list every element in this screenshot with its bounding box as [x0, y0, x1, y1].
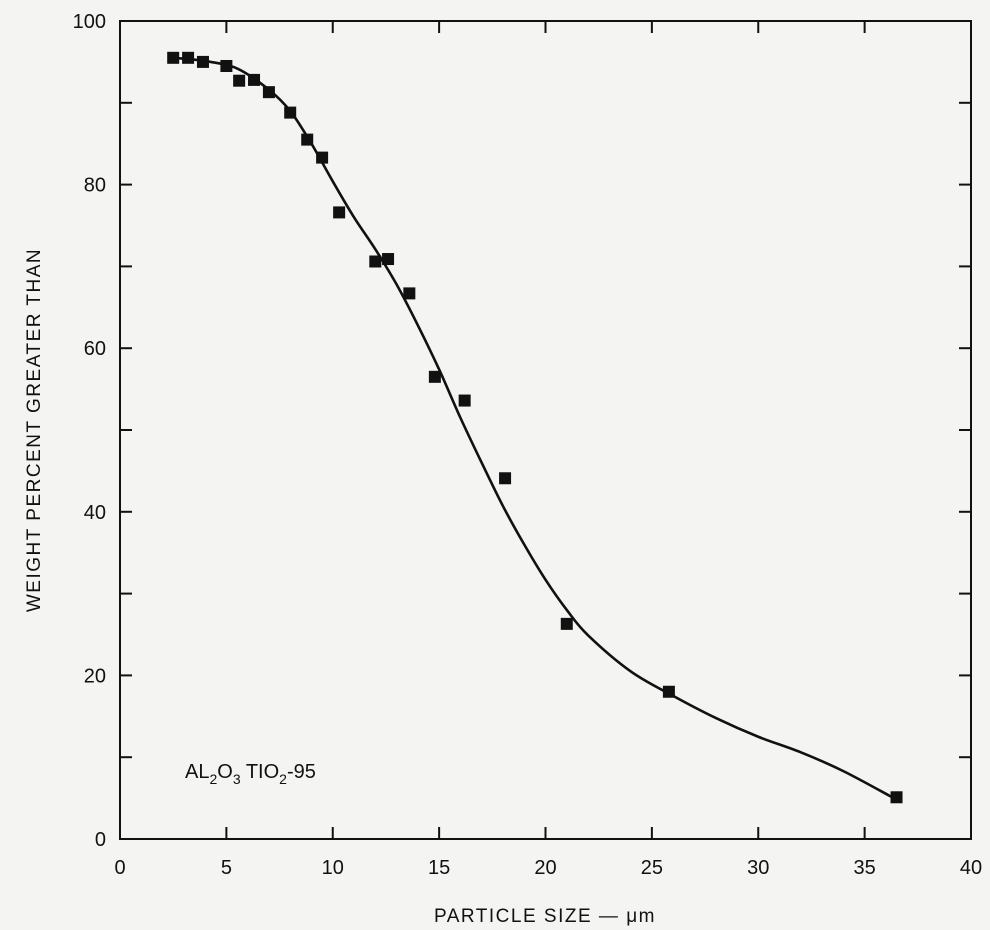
data-point	[301, 133, 314, 146]
data-point	[284, 106, 297, 119]
data-point	[233, 74, 246, 87]
data-point	[458, 394, 471, 407]
y-tick-label: 40	[84, 502, 106, 524]
data-point	[499, 472, 512, 485]
data-point	[403, 287, 416, 300]
data-point	[890, 791, 903, 804]
data-point	[196, 55, 209, 68]
data-point	[560, 617, 573, 630]
x-tick-label: 30	[747, 857, 769, 879]
x-tick-label: 10	[322, 857, 344, 879]
data-point	[262, 86, 275, 99]
x-axis-title: PARTICLE SIZE — μm	[434, 906, 656, 927]
data-point	[662, 685, 675, 698]
y-tick-label: 60	[84, 338, 106, 360]
x-tick-label: 40	[960, 857, 982, 879]
data-point	[167, 51, 180, 64]
x-tick-label: 0	[114, 857, 125, 879]
data-point	[428, 370, 441, 383]
x-tick-label: 35	[854, 857, 876, 879]
data-point	[333, 206, 346, 219]
data-point	[382, 253, 395, 266]
fit-curve	[173, 56, 893, 799]
x-tick-label: 20	[534, 857, 556, 879]
data-point	[248, 73, 261, 86]
y-tick-label: 100	[73, 11, 106, 33]
x-tick-label: 5	[221, 857, 232, 879]
data-point	[182, 51, 195, 64]
x-tick-label: 15	[428, 857, 450, 879]
data-point	[369, 255, 382, 268]
y-tick-label: 20	[84, 665, 106, 687]
data-point	[316, 151, 329, 164]
y-axis-title: WEIGHT PERCENT GREATER THAN	[24, 248, 45, 612]
series-annotation: AL2O3 TIO2-95	[185, 761, 316, 787]
axis-tick-labels: 0 5 10 15 20 25 30 35 40 0 20 40 60 80 100	[73, 11, 983, 879]
y-tick-label: 0	[95, 829, 106, 851]
data-point	[220, 59, 233, 72]
data-points	[167, 51, 903, 804]
x-tick-label: 25	[641, 857, 663, 879]
plot-frame	[119, 20, 972, 840]
y-tick-label: 80	[84, 175, 106, 197]
axis-ticks	[119, 20, 972, 840]
